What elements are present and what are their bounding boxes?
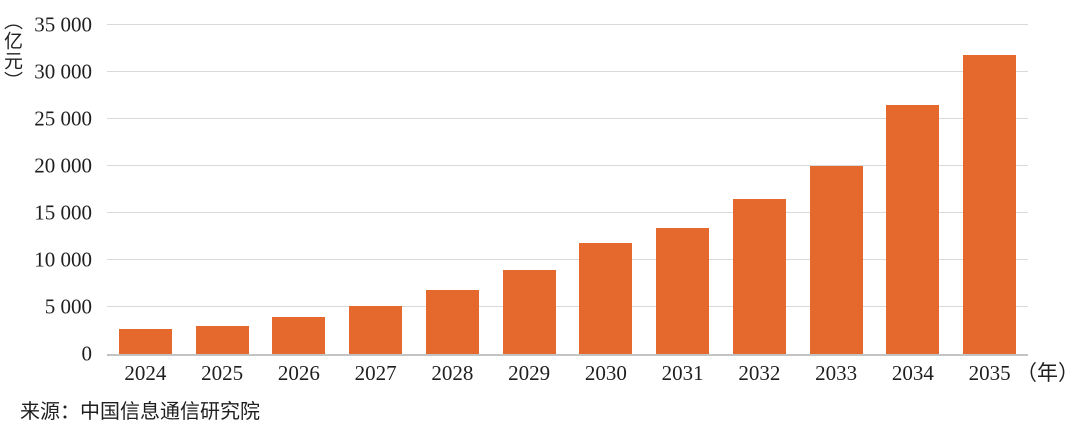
x-tick-label: 2034: [891, 361, 934, 385]
y-axis-unit-label: （亿元）: [1, 11, 22, 91]
bar-column-2035: 2035: [951, 25, 1028, 384]
x-tick-label: 2032: [738, 361, 781, 385]
bar-2029: [502, 270, 556, 354]
y-tick-label: 10 000: [34, 247, 92, 272]
plot-area: 2024 2025 2026 2027 2028 2029 2030 2031 2032 2033…: [107, 24, 1028, 384]
x-tick-label: 2028: [431, 361, 474, 385]
x-tick-label: 2035: [968, 361, 1011, 385]
bar-2032: [732, 198, 786, 354]
bar-2027: [349, 306, 403, 354]
y-tick-label: 15 000: [34, 200, 92, 225]
bar-2033: [809, 166, 863, 354]
source-note: 来源：中国信息通信研究院: [20, 401, 260, 423]
x-tick-label: 2026: [277, 361, 320, 385]
x-tick-label: 2025: [201, 361, 244, 385]
bar-2031: [656, 228, 710, 354]
gridline: [107, 259, 1028, 260]
bar-column-2031: 2031: [644, 25, 721, 384]
y-tick-label: 0: [81, 341, 93, 366]
bar-column-2029: 2029: [491, 25, 568, 384]
y-axis-tick-labels: 0 5 000 10 000 15 000 20 000 25 000 30 000 35 0…: [0, 14, 92, 364]
bar-column-2027: 2027: [337, 25, 414, 384]
y-tick-label: 25 000: [34, 106, 92, 131]
bar-column-2032: 2032: [721, 25, 798, 384]
bar-column-2024: 2024: [107, 25, 184, 384]
x-tick-label: 2031: [661, 361, 704, 385]
bar-2028: [425, 290, 479, 354]
gridline: [107, 71, 1028, 72]
bar-2026: [272, 317, 326, 354]
gridline: [107, 306, 1028, 307]
bar-column-2028: 2028: [414, 25, 491, 384]
bar-2034: [886, 104, 940, 354]
x-tick-label: 2024: [124, 361, 167, 385]
bar-2035: [963, 55, 1017, 354]
y-tick-label: 20 000: [34, 153, 92, 178]
bar-column-2034: 2034: [875, 25, 952, 384]
y-tick-label: 30 000: [34, 59, 92, 84]
gridline: [107, 212, 1028, 213]
x-tick-label: 2027: [354, 361, 397, 385]
gridline: [107, 24, 1028, 25]
y-tick-label: 5 000: [44, 294, 92, 319]
y-tick-label: 35 000: [34, 12, 92, 37]
x-tick-label: 2029: [508, 361, 551, 385]
gridline: [107, 118, 1028, 119]
bar-2030: [579, 243, 633, 354]
bar-2024: [118, 328, 172, 354]
x-tick-label: 2030: [584, 361, 627, 385]
bar-2025: [195, 325, 249, 354]
bar-column-2026: 2026: [261, 25, 338, 384]
bar-column-2033: 2033: [798, 25, 875, 384]
x-axis-unit-label: （年）: [1016, 361, 1079, 385]
gridline: [107, 165, 1028, 166]
bar-column-2025: 2025: [184, 25, 261, 384]
bar-column-2030: 2030: [568, 25, 645, 384]
x-tick-label: 2033: [815, 361, 858, 385]
